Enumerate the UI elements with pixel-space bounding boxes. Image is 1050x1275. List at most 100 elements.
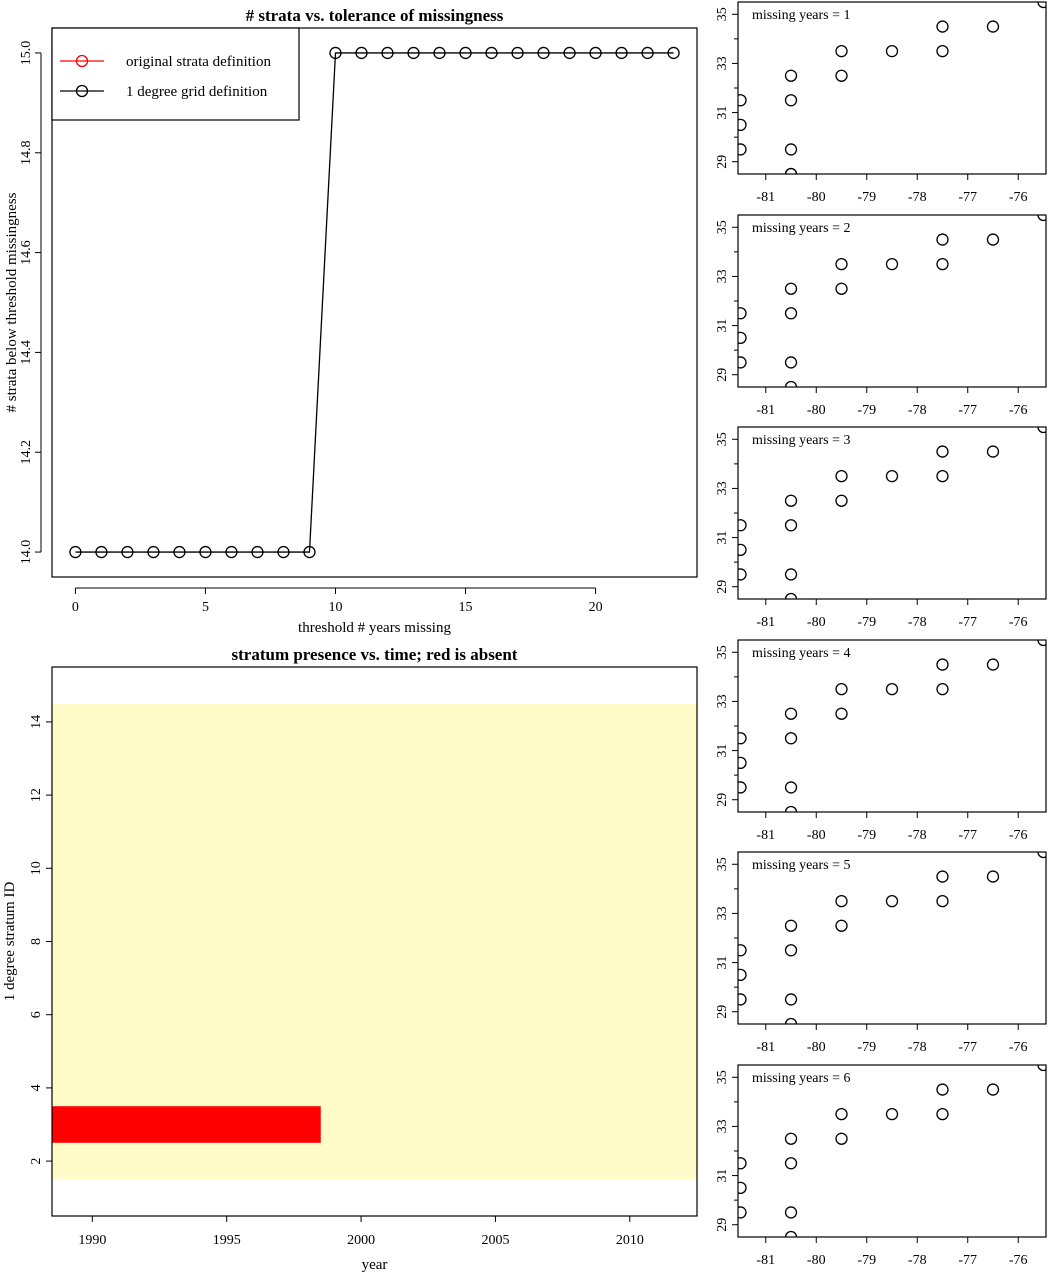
series-line bbox=[75, 52, 674, 553]
data-point bbox=[936, 20, 949, 33]
panel-label: missing years = 3 bbox=[752, 433, 851, 448]
x-tick-label: -80 bbox=[807, 403, 826, 418]
x-tick-label: -80 bbox=[807, 828, 826, 843]
panel-label-bg bbox=[749, 218, 869, 238]
y-tick-label: 14.6 bbox=[19, 240, 34, 265]
legend-label: original strata definition bbox=[126, 54, 271, 70]
panel-label-bg bbox=[749, 430, 869, 450]
y-tick-label: 14.8 bbox=[19, 141, 34, 166]
data-point bbox=[885, 469, 899, 483]
data-point bbox=[835, 69, 848, 82]
y-tick-label: 31 bbox=[715, 531, 730, 545]
y-tick-label: 6 bbox=[29, 1011, 44, 1018]
data-point bbox=[147, 545, 160, 559]
y-tick-label: 35 bbox=[715, 7, 730, 21]
data-point bbox=[936, 1107, 949, 1121]
x-tick-label: -81 bbox=[756, 403, 775, 418]
data-point bbox=[738, 356, 747, 369]
data-point bbox=[1037, 1065, 1046, 1072]
data-point bbox=[835, 894, 848, 908]
data-point bbox=[784, 944, 798, 957]
data-point bbox=[784, 494, 798, 507]
data-point bbox=[885, 44, 899, 58]
chart-title: # strata vs. tolerance of missingness bbox=[246, 6, 504, 25]
data-point bbox=[936, 469, 949, 483]
data-point bbox=[835, 707, 848, 720]
y-tick-label: 14.0 bbox=[19, 540, 34, 565]
x-axis-label: threshold # years missing bbox=[298, 620, 451, 636]
x-tick-label: -78 bbox=[908, 403, 927, 418]
panel-label: missing years = 6 bbox=[752, 1071, 851, 1086]
x-tick-label: -76 bbox=[1009, 1253, 1028, 1268]
data-point bbox=[173, 545, 186, 559]
y-tick-label: 31 bbox=[715, 956, 730, 970]
data-point bbox=[1037, 640, 1046, 647]
y-tick-label: 31 bbox=[715, 106, 730, 120]
data-point bbox=[784, 380, 798, 387]
x-tick-label: 20 bbox=[589, 600, 603, 615]
chart-title: stratum presence vs. time; red is absent bbox=[232, 645, 518, 664]
points-group bbox=[738, 640, 1046, 812]
y-axis-label: # strata below threshold missingness bbox=[4, 192, 20, 412]
data-point bbox=[784, 1132, 798, 1145]
map-panel: missing years = 4 -81 -80 -79 -78 -77 -76 29 31 3… bbox=[715, 639, 1047, 843]
data-point bbox=[95, 545, 108, 559]
data-point bbox=[835, 44, 848, 58]
x-tick-label: -77 bbox=[958, 403, 977, 418]
data-point bbox=[738, 143, 747, 156]
plot-frame bbox=[737, 1, 1047, 175]
data-point bbox=[738, 1157, 747, 1170]
strata-tolerance-line-chart: # strata vs. tolerance of missingness thr… bbox=[4, 6, 698, 636]
y-tick-label: 31 bbox=[715, 744, 730, 758]
x-tick-label: -79 bbox=[857, 403, 876, 418]
y-tick-label: 29 bbox=[715, 1005, 730, 1019]
x-tick-label: -79 bbox=[857, 828, 876, 843]
y-tick-label: 33 bbox=[715, 269, 730, 283]
data-point bbox=[986, 20, 1000, 33]
x-tick-label: -77 bbox=[958, 828, 977, 843]
x-tick-label: -77 bbox=[958, 1040, 977, 1055]
y-tick-label: 8 bbox=[29, 938, 44, 945]
points-group bbox=[738, 1065, 1046, 1237]
panel-label: missing years = 1 bbox=[752, 8, 851, 23]
y-axis-label: 1 degree stratum ID bbox=[2, 882, 18, 1002]
x-tick-label: 1995 bbox=[213, 1233, 241, 1248]
y-tick-label: 14.2 bbox=[19, 440, 34, 465]
data-point bbox=[738, 1181, 747, 1195]
data-point bbox=[885, 1107, 899, 1121]
x-tick-label: -78 bbox=[908, 190, 927, 205]
points-group bbox=[738, 427, 1046, 599]
panel-label-bg bbox=[749, 1068, 869, 1088]
data-point bbox=[641, 46, 654, 60]
points-group bbox=[738, 852, 1046, 1024]
data-point bbox=[459, 46, 472, 60]
y-tick-label: 29 bbox=[715, 1218, 730, 1232]
data-point bbox=[835, 1132, 848, 1145]
data-point bbox=[738, 993, 747, 1006]
points-group bbox=[738, 215, 1046, 387]
x-tick-label: -80 bbox=[807, 190, 826, 205]
data-point bbox=[936, 257, 949, 271]
x-tick-label: -77 bbox=[958, 190, 977, 205]
data-point bbox=[986, 1083, 1000, 1096]
data-point bbox=[667, 46, 680, 60]
x-tick-label: -79 bbox=[857, 1253, 876, 1268]
y-tick-label: 29 bbox=[715, 793, 730, 807]
map-panel: missing years = 6 -81 -80 -79 -78 -77 -76 29 31 3… bbox=[715, 1064, 1047, 1268]
x-tick-label: -81 bbox=[756, 615, 775, 630]
data-point bbox=[738, 1206, 747, 1219]
missing-years-map-panels: missing years = 1 -81 -80 -79 -78 -77 -76 29 31 3… bbox=[715, 1, 1047, 1268]
y-tick-label: 35 bbox=[715, 645, 730, 659]
data-point bbox=[1037, 852, 1046, 859]
data-point bbox=[784, 1157, 798, 1170]
x-tick-label: -80 bbox=[807, 615, 826, 630]
data-point bbox=[784, 1017, 798, 1024]
y-tick-label: 33 bbox=[715, 56, 730, 70]
x-tick-label: -76 bbox=[1009, 828, 1028, 843]
points-group bbox=[738, 2, 1046, 174]
data-point bbox=[485, 46, 498, 60]
x-tick-label: -78 bbox=[908, 1040, 927, 1055]
x-tick-label: 10 bbox=[328, 600, 342, 615]
map-panel: missing years = 1 -81 -80 -79 -78 -77 -76 29 31 3… bbox=[715, 1, 1047, 205]
data-point bbox=[69, 545, 82, 559]
